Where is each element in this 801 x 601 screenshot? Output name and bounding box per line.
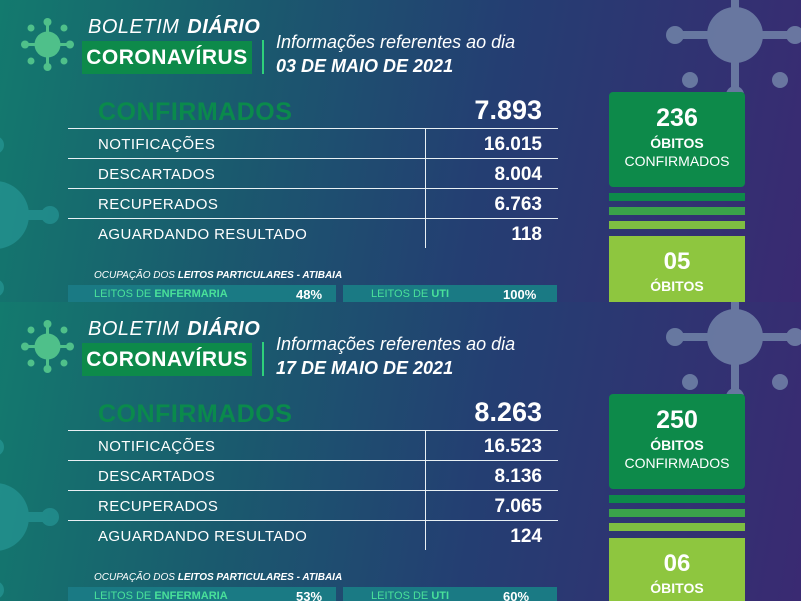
row-label: RECUPERADOS [98, 196, 219, 213]
row-value: 6.763 [494, 194, 542, 215]
ocupacao-bold: LEITOS PARTICULARES - ATIBAIA [177, 270, 343, 281]
uti-bar: LEITOS DE UTI 60% [343, 587, 557, 601]
enfermaria-bold: ENFERMARIA [154, 590, 228, 601]
uti-value: 100% [503, 287, 537, 302]
divider-stripe [609, 193, 745, 201]
enfermaria-prefix: LEITOS DE [94, 288, 152, 300]
ocupacao-prefix: OCUPAÇÃO DOS [94, 572, 175, 583]
row-value: 16.015 [483, 134, 542, 155]
row-label: NOTIFICAÇÕES [98, 136, 216, 153]
row-label: RECUPERADOS [98, 498, 219, 515]
header-separator [262, 342, 264, 376]
info-line: Informações referentes ao dia [276, 32, 516, 52]
table-divider [68, 128, 558, 129]
confirmados-label: CONFIRMADOS [98, 98, 293, 126]
table-divider [68, 460, 558, 461]
table-divider [68, 430, 558, 431]
obitos-confirmados-value: 250 [656, 406, 698, 434]
enfermaria-bar: LEITOS DE ENFERMARIA 48% [68, 285, 336, 302]
uti-label: LEITOS DE UTI [371, 288, 449, 300]
uti-prefix: LEITOS DE [371, 590, 429, 601]
info-line: Informações referentes ao dia [276, 334, 516, 354]
uti-value: 60% [503, 589, 530, 601]
table-divider [68, 218, 558, 219]
bulletin-panel-2: BOLETIM DIÁRIO CORONAVÍRUS Informações re… [0, 302, 801, 601]
divider-stripe [609, 509, 745, 517]
uti-bold: UTI [431, 288, 450, 300]
divider-stripe [609, 207, 745, 215]
bulletin-date: 03 DE MAIO DE 2021 [276, 56, 454, 76]
row-label: AGUARDANDO RESULTADO [98, 226, 308, 243]
coronavirus-banner: CORONAVÍRUS [82, 41, 252, 74]
diario-word: DIÁRIO [187, 318, 261, 340]
row-value: 8.136 [494, 466, 542, 487]
table-divider [68, 158, 558, 159]
uti-bold: UTI [431, 590, 450, 601]
enfermaria-value: 53% [296, 589, 323, 601]
ocupacao-bold: LEITOS PARTICULARES - ATIBAIA [177, 572, 343, 583]
boletim-title: BOLETIM DIÁRIO [88, 16, 260, 39]
enfermaria-label: LEITOS DE ENFERMARIA [94, 590, 228, 601]
diario-word: DIÁRIO [187, 16, 261, 38]
virus-decoration-icon [0, 439, 59, 598]
confirmados-sublabel: CONFIRMADOS [624, 455, 730, 471]
obitos-second-value: 06 [663, 550, 691, 577]
row-value: 124 [510, 526, 542, 547]
obitos-confirmados-box: 250 ÓBITOS CONFIRMADOS [609, 394, 745, 489]
confirmados-value: 7.893 [474, 95, 542, 125]
coronavirus-logo-icon [21, 320, 74, 373]
enfermaria-bar: LEITOS DE ENFERMARIA 53% [68, 587, 336, 601]
confirmados-sublabel: CONFIRMADOS [624, 153, 730, 169]
boletim-word: BOLETIM [88, 318, 180, 340]
confirmados-label: CONFIRMADOS [98, 400, 293, 428]
ocupacao-caption: OCUPAÇÃO DOS LEITOS PARTICULARES - ATIBA… [94, 270, 342, 281]
ocupacao-caption: OCUPAÇÃO DOS LEITOS PARTICULARES - ATIBA… [94, 572, 342, 583]
obitos-confirmados-box: 236 ÓBITOS CONFIRMADOS [609, 92, 745, 187]
obitos-label: ÓBITOS [650, 135, 704, 151]
row-label: AGUARDANDO RESULTADO [98, 528, 308, 545]
coronavirus-logo-icon [21, 18, 74, 71]
row-value: 7.065 [494, 496, 542, 517]
row-label: DESCARTADOS [98, 468, 216, 485]
virus-decoration-icon [666, 0, 801, 104]
divider-stripe [609, 221, 745, 229]
table-column-divider [425, 430, 426, 550]
ocupacao-prefix: OCUPAÇÃO DOS [94, 270, 175, 281]
obitos-second-label: ÓBITOS [650, 580, 704, 596]
row-label: DESCARTADOS [98, 166, 216, 183]
enfermaria-prefix: LEITOS DE [94, 590, 152, 601]
uti-prefix: LEITOS DE [371, 288, 429, 300]
enfermaria-value: 48% [296, 287, 323, 302]
obitos-confirmados-value: 236 [656, 104, 698, 132]
obitos-second-box: 06 ÓBITOS [609, 538, 745, 601]
header-separator [262, 40, 264, 74]
row-value: 16.523 [483, 436, 542, 457]
row-value: 8.004 [494, 164, 542, 185]
obitos-second-value: 05 [663, 248, 691, 275]
uti-bar: LEITOS DE UTI 100% [343, 285, 557, 302]
enfermaria-bold: ENFERMARIA [154, 288, 228, 300]
table-column-divider [425, 128, 426, 248]
bulletin-date: 17 DE MAIO DE 2021 [276, 358, 454, 378]
uti-label: LEITOS DE UTI [371, 590, 449, 601]
table-divider [68, 490, 558, 491]
boletim-title: BOLETIM DIÁRIO [88, 318, 260, 341]
coronavirus-banner: CORONAVÍRUS [82, 343, 252, 376]
obitos-second-box: 05 ÓBITOS [609, 236, 745, 302]
enfermaria-label: LEITOS DE ENFERMARIA [94, 288, 228, 300]
table-divider [68, 188, 558, 189]
row-label: NOTIFICAÇÕES [98, 438, 216, 455]
obitos-label: ÓBITOS [650, 437, 704, 453]
boletim-word: BOLETIM [88, 16, 180, 38]
divider-stripe [609, 495, 745, 503]
bulletin-panel-1: BOLETIM DIÁRIO CORONAVÍRUS Informações re… [0, 0, 801, 302]
table-divider [68, 520, 558, 521]
virus-decoration-icon [0, 137, 59, 296]
confirmados-value: 8.263 [474, 397, 542, 427]
obitos-second-label: ÓBITOS [650, 278, 704, 294]
row-value: 118 [511, 224, 542, 245]
divider-stripe [609, 523, 745, 531]
